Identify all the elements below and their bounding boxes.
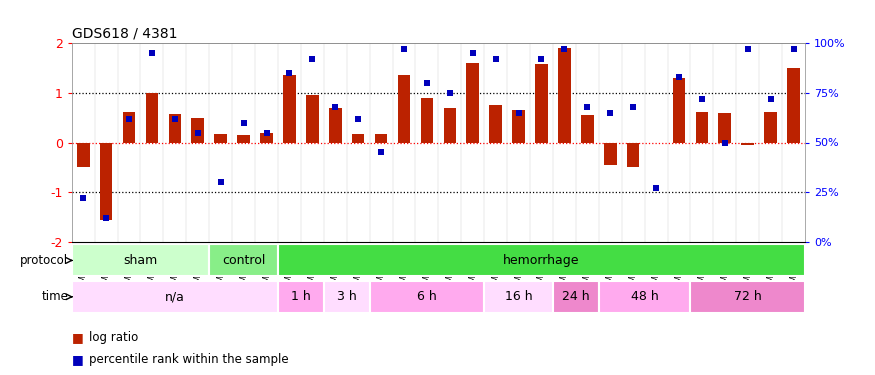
- Bar: [77, 142, 89, 167]
- Text: ■: ■: [72, 353, 83, 366]
- Point: [718, 140, 732, 146]
- Bar: [398, 75, 410, 142]
- Point: [741, 46, 755, 52]
- Bar: [484, 281, 553, 313]
- Text: 3 h: 3 h: [337, 290, 357, 303]
- Text: sham: sham: [123, 254, 158, 267]
- Bar: [374, 134, 388, 142]
- Bar: [788, 68, 800, 142]
- Bar: [306, 95, 318, 142]
- Text: 72 h: 72 h: [734, 290, 761, 303]
- Point: [764, 96, 778, 102]
- Text: 48 h: 48 h: [631, 290, 659, 303]
- Point: [191, 130, 205, 136]
- Text: ■: ■: [72, 331, 83, 344]
- Point: [351, 116, 365, 122]
- Point: [488, 56, 502, 62]
- Point: [397, 46, 411, 52]
- Bar: [324, 281, 369, 313]
- Point: [260, 130, 274, 136]
- Point: [672, 74, 686, 80]
- Bar: [352, 134, 365, 142]
- Point: [512, 110, 526, 116]
- Point: [99, 215, 113, 221]
- Bar: [214, 134, 227, 142]
- Text: 6 h: 6 h: [417, 290, 437, 303]
- Bar: [145, 93, 158, 142]
- Point: [122, 116, 136, 122]
- Text: time: time: [41, 290, 68, 303]
- Point: [328, 104, 342, 110]
- Bar: [369, 281, 484, 313]
- Text: n/a: n/a: [164, 290, 185, 303]
- Bar: [765, 112, 777, 142]
- Bar: [696, 112, 708, 142]
- Point: [168, 116, 182, 122]
- Point: [695, 96, 709, 102]
- Point: [466, 50, 480, 56]
- Point: [76, 195, 90, 201]
- Bar: [553, 281, 598, 313]
- Point: [283, 70, 297, 76]
- Point: [420, 80, 434, 86]
- Text: 1 h: 1 h: [291, 290, 311, 303]
- Text: control: control: [222, 254, 265, 267]
- Bar: [626, 142, 640, 167]
- Bar: [329, 108, 341, 142]
- Text: 24 h: 24 h: [562, 290, 590, 303]
- Point: [214, 179, 228, 185]
- Bar: [690, 281, 805, 313]
- Bar: [536, 64, 548, 142]
- Text: 16 h: 16 h: [505, 290, 532, 303]
- Bar: [581, 115, 593, 142]
- Point: [443, 90, 457, 96]
- Text: protocol: protocol: [20, 254, 68, 267]
- Bar: [604, 142, 617, 165]
- Bar: [284, 75, 296, 142]
- Bar: [260, 133, 273, 142]
- Bar: [598, 281, 690, 313]
- Point: [649, 185, 663, 191]
- Point: [787, 46, 801, 52]
- Point: [236, 120, 250, 126]
- Point: [145, 50, 159, 56]
- Point: [557, 46, 571, 52]
- Bar: [123, 112, 136, 142]
- Bar: [741, 142, 754, 145]
- Point: [603, 110, 617, 116]
- Bar: [100, 142, 112, 219]
- Point: [626, 104, 640, 110]
- Bar: [718, 112, 732, 142]
- Point: [535, 56, 549, 62]
- Bar: [278, 244, 805, 276]
- Text: log ratio: log ratio: [89, 331, 138, 344]
- Text: hemorrhage: hemorrhage: [503, 254, 580, 267]
- Bar: [421, 98, 433, 142]
- Bar: [512, 110, 525, 142]
- Point: [305, 56, 319, 62]
- Bar: [169, 114, 181, 142]
- Bar: [489, 105, 502, 142]
- Bar: [209, 244, 278, 276]
- Bar: [278, 281, 324, 313]
- Bar: [72, 281, 278, 313]
- Text: percentile rank within the sample: percentile rank within the sample: [89, 353, 289, 366]
- Bar: [444, 108, 456, 142]
- Bar: [192, 118, 204, 142]
- Point: [580, 104, 594, 110]
- Bar: [237, 135, 250, 142]
- Bar: [558, 48, 570, 142]
- Bar: [466, 63, 479, 142]
- Bar: [72, 244, 209, 276]
- Point: [374, 149, 388, 155]
- Bar: [673, 78, 685, 142]
- Text: GDS618 / 4381: GDS618 / 4381: [72, 27, 178, 40]
